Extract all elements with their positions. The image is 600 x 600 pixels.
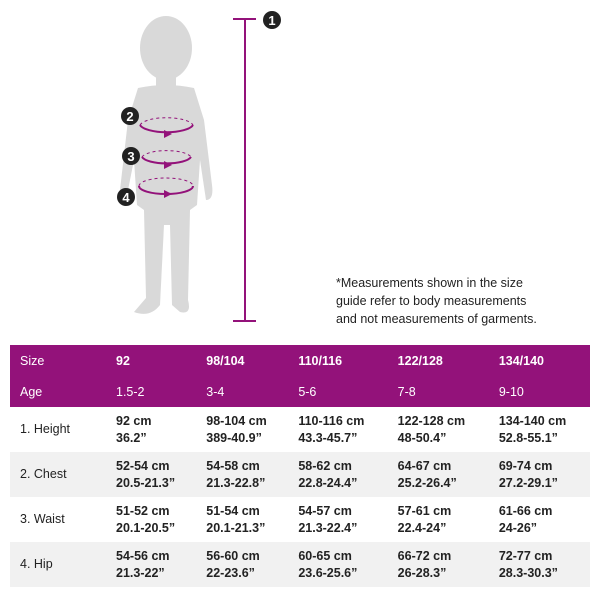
arrow-icons xyxy=(164,130,172,198)
age-cell: 9-10 xyxy=(488,376,590,407)
measurement-cell: 66-72 cm 26-28.3” xyxy=(387,542,489,587)
table-row: 3. Waist 51-52 cm 20.1-20.5” 51-54 cm 20.1-2… xyxy=(10,497,590,542)
measurement-cell: 69-74 cm 27.2-29.1” xyxy=(488,452,590,497)
inch-value: 36.2” xyxy=(116,430,147,445)
measurement-cell: 134-140 cm 52.8-55.1” xyxy=(489,407,590,452)
cm-value: 92 cm xyxy=(116,413,152,428)
row-label: 2. Chest xyxy=(10,452,106,497)
inch-value: 21.3-22.4” xyxy=(298,520,358,535)
table-row: 1. Height 92 cm 36.2” 98-104 cm 389-40.9” 110… xyxy=(10,407,590,452)
marker-3-icon xyxy=(122,147,140,165)
measurement-cell: 110-116 cm 43.3-45.7” xyxy=(288,407,387,452)
cm-value: 98-104 cm xyxy=(206,413,267,428)
size-cell: 122/128 xyxy=(387,345,489,376)
cm-value: 72-77 cm xyxy=(498,548,553,563)
inch-value: 24-26” xyxy=(498,520,538,535)
measurement-cell: 54-57 cm 21.3-22.4” xyxy=(288,497,387,542)
marker-2-icon xyxy=(121,107,139,125)
measurement-cell: 52-54 cm 20.5-21.3” xyxy=(106,452,197,497)
cm-value: 54-56 cm xyxy=(116,548,170,563)
size-row: Size 92 98/104 110/116 122/128 134/140 xyxy=(10,345,590,376)
measurement-cell: 51-54 cm 20.1-21.3” xyxy=(196,497,288,542)
cm-value: 58-62 cm xyxy=(298,458,352,473)
inch-value: 43.3-45.7” xyxy=(298,430,358,445)
marker-2: 2 xyxy=(126,109,133,124)
size-cell: 92 xyxy=(106,345,197,376)
age-label: Age xyxy=(10,376,106,407)
inch-value: 20.1-20.5” xyxy=(116,520,176,535)
inch-value: 21.3-22.8” xyxy=(206,475,266,490)
age-cell: 7-8 xyxy=(387,376,489,407)
measurement-cell: 57-61 cm 22.4-24” xyxy=(388,497,489,542)
cm-value: 57-61 cm xyxy=(397,503,452,518)
size-cell: 110/116 xyxy=(288,345,388,376)
measurement-cell: 122-128 cm 48-50.4” xyxy=(388,407,489,452)
inch-value: 22.8-24.4” xyxy=(298,475,358,490)
inch-value: 27.2-29.1” xyxy=(498,475,558,490)
cm-value: 51-54 cm xyxy=(206,503,260,518)
cm-value: 110-116 cm xyxy=(298,413,365,428)
measurement-cell: 72-77 cm 28.3-30.3” xyxy=(488,542,590,587)
inch-value: 20.5-21.3” xyxy=(116,475,176,490)
marker-4: 4 xyxy=(122,190,130,205)
inch-value: 25.2-26.4” xyxy=(397,475,457,490)
marker-1-icon xyxy=(263,11,281,29)
measurement-cell: 58-62 cm 22.8-24.4” xyxy=(288,452,388,497)
cm-value: 56-60 cm xyxy=(206,548,260,563)
inch-value: 22.4-24” xyxy=(397,520,447,535)
cm-value: 66-72 cm xyxy=(397,548,452,563)
child-silhouette xyxy=(120,16,213,314)
row-label: 1. Height xyxy=(20,422,71,436)
measurement-cell: 61-66 cm 24-26” xyxy=(489,497,590,542)
measurement-cell: 98-104 cm 389-40.9” xyxy=(196,407,288,452)
inch-value: 48-50.4” xyxy=(397,430,447,445)
marker-4-icon xyxy=(117,188,135,206)
inch-value: 389-40.9” xyxy=(206,430,262,445)
row-label: 3. Waist xyxy=(20,512,65,526)
measurement-cell: 54-58 cm 21.3-22.8” xyxy=(196,452,289,497)
measurement-cell: 64-67 cm 25.2-26.4” xyxy=(387,452,489,497)
marker-1: 1 xyxy=(268,13,275,28)
size-cell: 134/140 xyxy=(488,345,590,376)
marker-3: 3 xyxy=(127,149,134,164)
age-cell: 1.5-2 xyxy=(106,376,197,407)
measurement-cell: 92 cm 36.2” xyxy=(106,407,196,452)
cm-value: 54-57 cm xyxy=(298,503,352,518)
inch-value: 22-23.6” xyxy=(206,565,255,580)
table-row: 4. Hip 54-56 cm 21.3-22” 56-60 cm 22-23.6” 60… xyxy=(10,542,590,587)
measurement-cell: 54-56 cm 21.3-22” xyxy=(106,542,197,587)
age-cell: 3-4 xyxy=(196,376,289,407)
measurement-cell: 51-52 cm 20.1-20.5” xyxy=(106,497,196,542)
inch-value: 28.3-30.3” xyxy=(498,565,558,580)
child-measurement-figure: 1 2 3 4 xyxy=(117,11,281,322)
age-row: Age 1.5-2 3-4 5-6 7-8 9-10 xyxy=(10,376,590,407)
cm-value: 61-66 cm xyxy=(498,503,553,518)
cm-value: 52-54 cm xyxy=(116,458,170,473)
inch-value: 21.3-22” xyxy=(116,565,165,580)
height-ruler xyxy=(233,18,256,322)
inch-value: 23.6-25.6” xyxy=(298,565,358,580)
size-table: Size 92 98/104 110/116 122/128 134/140 A… xyxy=(10,345,590,587)
cm-value: 64-67 cm xyxy=(397,458,452,473)
row-label: 4. Hip xyxy=(10,542,106,587)
cm-value: 51-52 cm xyxy=(116,503,170,518)
age-cell: 5-6 xyxy=(288,376,388,407)
measurement-cell: 56-60 cm 22-23.6” xyxy=(196,542,289,587)
cm-value: 134-140 cm xyxy=(498,413,567,428)
cm-value: 69-74 cm xyxy=(498,458,553,473)
cm-value: 60-65 cm xyxy=(298,548,352,563)
cm-value: 122-128 cm xyxy=(397,413,466,428)
measurement-cell: 60-65 cm 23.6-25.6” xyxy=(288,542,388,587)
size-label: Size xyxy=(10,345,106,376)
measurement-note: *Measurements shown in the size guide re… xyxy=(336,276,537,326)
inch-value: 26-28.3” xyxy=(397,565,447,580)
size-cell: 98/104 xyxy=(196,345,289,376)
cm-value: 54-58 cm xyxy=(206,458,260,473)
table-row: 2. Chest 52-54 cm 20.5-21.3” 54-58 cm 21.3-2… xyxy=(10,452,590,497)
inch-value: 20.1-21.3” xyxy=(206,520,266,535)
inch-value: 52.8-55.1” xyxy=(498,430,558,445)
